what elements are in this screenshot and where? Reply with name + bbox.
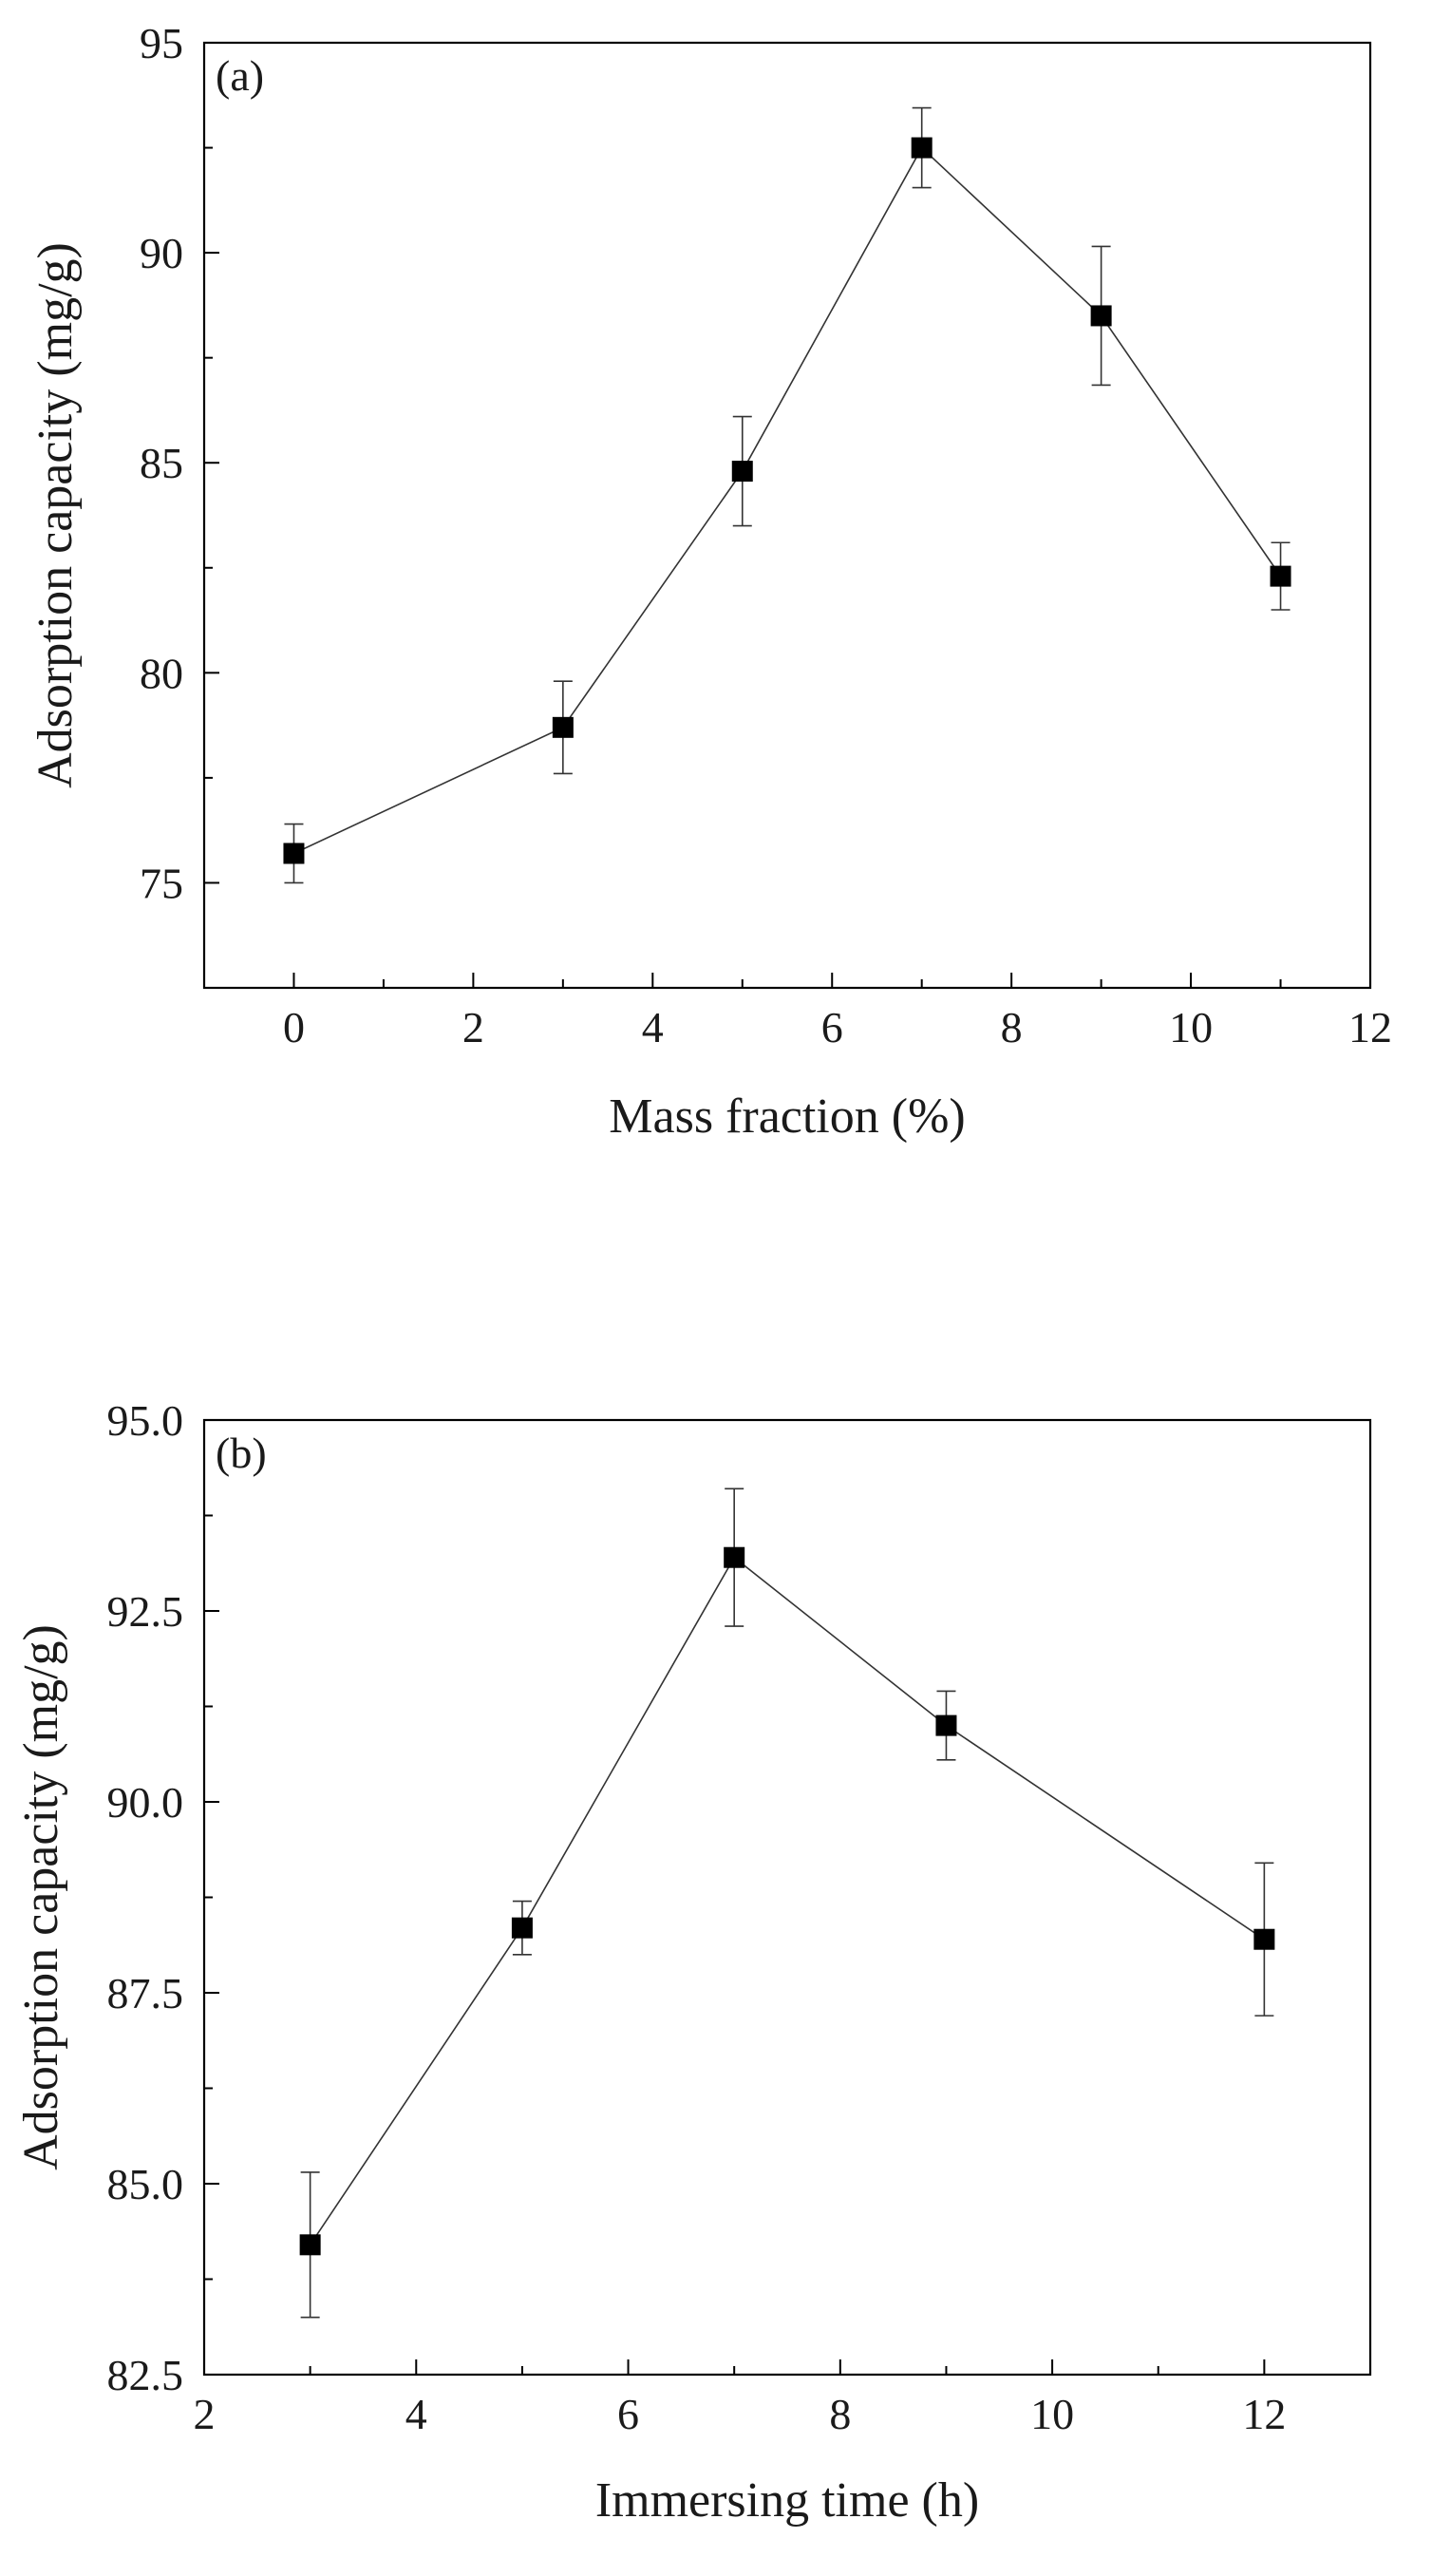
x-tick-label: 12 (1242, 2390, 1286, 2438)
data-point-marker (1090, 305, 1112, 327)
x-tick-label: 10 (1030, 2390, 1074, 2438)
panel-label: (a) (216, 51, 264, 100)
data-point-marker (283, 843, 305, 864)
data-point-marker (911, 137, 933, 159)
data-point-marker (511, 1917, 533, 1939)
x-axis-label: Mass fraction (%) (609, 1089, 965, 1144)
x-tick-label: 2 (194, 2390, 216, 2438)
data-point-marker (724, 1546, 745, 1568)
x-tick-label: 4 (642, 1003, 664, 1051)
chart-panel-b: 2 4 6 8 10 12 82.5 85.0 87.5 90.0 92.5 95.0 Immersin… (14, 1396, 1372, 2528)
panel-label: (b) (216, 1429, 267, 1477)
x-tick-label: 4 (405, 2390, 427, 2438)
series-line (293, 146, 1282, 855)
x-tick-label: 10 (1169, 1003, 1213, 1051)
x-tick-label: 2 (462, 1003, 484, 1051)
series-line (309, 1556, 1265, 2245)
x-tick-label: 6 (617, 2390, 639, 2438)
y-tick-label: 95.0 (107, 1396, 184, 1445)
x-tick-label: 8 (1001, 1003, 1023, 1051)
y-tick-label: 90.0 (107, 1778, 184, 1827)
y-tick-label: 85 (140, 439, 183, 487)
data-point-marker (1270, 565, 1291, 587)
x-tick-label: 12 (1348, 1003, 1392, 1051)
y-axis-label: Adsorption capacity (mg/g) (28, 242, 83, 788)
plot-frame (202, 1418, 1372, 2377)
y-tick-label: 92.5 (107, 1587, 184, 1636)
y-axis-label: Adsorption capacity (mg/g) (14, 1624, 68, 2170)
plot-frame (202, 41, 1372, 990)
y-tick-label: 90 (140, 229, 183, 277)
data-point-marker (731, 461, 753, 483)
y-tick-label: 87.5 (107, 1969, 184, 2017)
data-point-marker (1253, 1928, 1275, 1950)
data-point-marker (552, 716, 574, 738)
x-tick-label: 8 (829, 2390, 851, 2438)
data-point-marker (299, 2234, 321, 2256)
y-tick-label: 80 (140, 649, 183, 697)
data-point-marker (935, 1714, 957, 1736)
chart-panel-a: 0 2 4 6 8 10 12 75 80 85 90 95 Mass fraction (%) Adso… (28, 19, 1392, 1144)
x-tick-label: 6 (821, 1003, 843, 1051)
x-tick-label: 0 (283, 1003, 305, 1051)
y-tick-label: 95 (140, 19, 183, 67)
y-tick-label: 85.0 (107, 2160, 184, 2208)
y-tick-label: 75 (140, 859, 183, 907)
x-axis-label: Immersing time (h) (595, 2473, 979, 2528)
y-tick-label: 82.5 (107, 2351, 184, 2399)
